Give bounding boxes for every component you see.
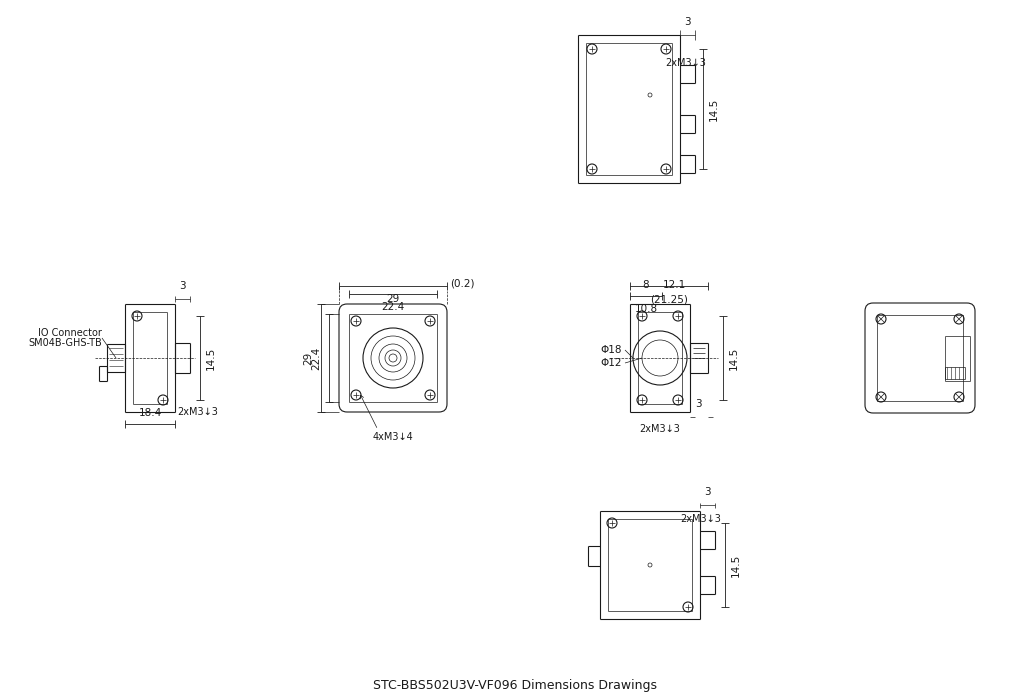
- Text: (0.2): (0.2): [450, 279, 475, 289]
- Text: 3: 3: [694, 399, 701, 409]
- Text: 14.5: 14.5: [731, 554, 741, 577]
- Text: Φ18: Φ18: [600, 345, 622, 355]
- Text: 2xM3↓3: 2xM3↓3: [680, 514, 721, 524]
- Text: 2xM3↓3: 2xM3↓3: [665, 58, 706, 68]
- Text: 29: 29: [303, 351, 313, 365]
- Text: 22.4: 22.4: [381, 302, 405, 312]
- Text: 18.4: 18.4: [138, 408, 162, 418]
- Text: 3: 3: [705, 487, 711, 497]
- Text: (21.25): (21.25): [650, 294, 688, 304]
- Text: 12.1: 12.1: [662, 280, 686, 290]
- Text: 14.5: 14.5: [206, 346, 216, 370]
- Text: 2xM3↓3: 2xM3↓3: [640, 424, 681, 434]
- Text: 14.5: 14.5: [729, 346, 739, 370]
- Text: STC-BBS502U3V-VF096 Dimensions Drawings: STC-BBS502U3V-VF096 Dimensions Drawings: [373, 678, 657, 692]
- Text: 8: 8: [643, 280, 649, 290]
- Text: 10.8: 10.8: [634, 304, 657, 314]
- Text: 3: 3: [179, 281, 185, 291]
- Text: IO Connector: IO Connector: [38, 328, 102, 338]
- Text: 2xM3↓3: 2xM3↓3: [177, 407, 218, 417]
- Text: 3: 3: [684, 17, 691, 27]
- Text: SM04B-GHS-TB: SM04B-GHS-TB: [28, 338, 102, 348]
- Text: 4xM3↓4: 4xM3↓4: [373, 432, 413, 442]
- Text: 14.5: 14.5: [709, 97, 719, 120]
- Text: 29: 29: [386, 294, 400, 304]
- Text: Φ12: Φ12: [600, 358, 622, 368]
- Text: 22.4: 22.4: [311, 346, 321, 370]
